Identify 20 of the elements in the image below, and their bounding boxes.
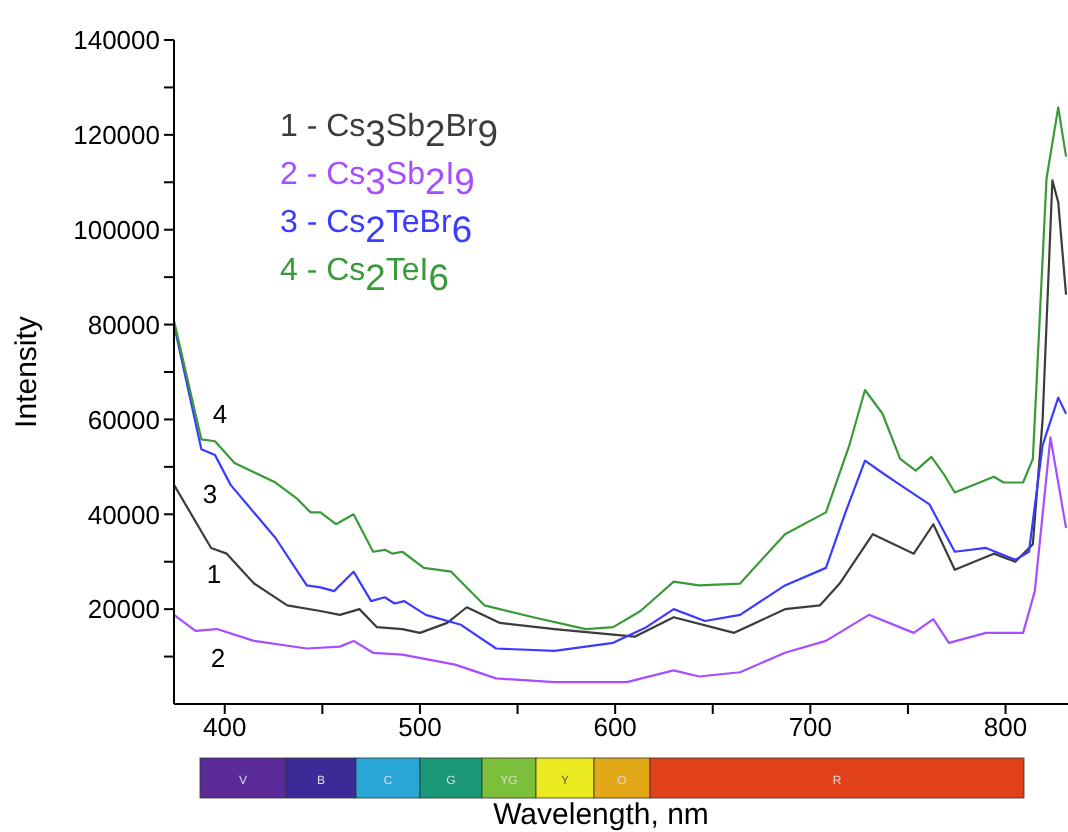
annotation: 1 [206,558,222,589]
annotation: 2 [210,642,226,673]
y-axis-title: Intensity [10,315,44,428]
x-tick-label: 800 [983,712,1028,743]
x-tick-label: 400 [203,712,247,743]
x-tick-label: 600 [593,712,637,743]
y-tick-label: 40000 [87,499,160,530]
y-tick-label: 120000 [73,120,160,151]
y-tick-label: 100000 [73,214,160,245]
x-tick-label: 700 [788,712,833,743]
annotation: 3 [202,478,218,509]
line-series [174,106,1068,631]
y-tick-label: 20000 [87,594,160,625]
annotation: 4 [212,398,228,429]
y-tick-label: 80000 [87,309,160,340]
line-series [174,436,1068,684]
y-tick-label: 60000 [87,404,160,435]
x-axis-title: Wavelength, nm [493,798,709,832]
y-tick-label: 140000 [73,25,160,56]
x-tick-label: 500 [398,712,442,743]
